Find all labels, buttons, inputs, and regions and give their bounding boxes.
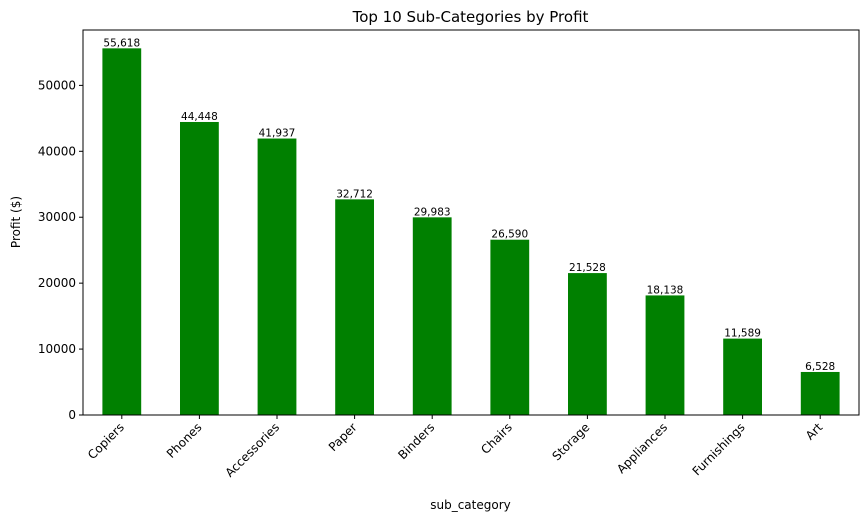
y-tick-label: 10000	[38, 342, 76, 356]
x-tick-label: Art	[803, 420, 826, 443]
x-tick-label: Copiers	[85, 420, 127, 462]
bar-value-label: 41,937	[259, 128, 296, 140]
y-tick-label: 30000	[38, 210, 76, 224]
bar-value-label: 26,590	[491, 229, 528, 241]
x-axis-label: sub_category	[430, 498, 511, 512]
bar-copiers	[102, 48, 142, 415]
plot-frame	[82, 29, 860, 416]
x-tick-label: Accessories	[222, 420, 282, 480]
x-tick-label: Furnishings	[690, 420, 748, 478]
value-labels-group: 55,618 44,448 41,937 32,712 29,983 26,590 21,5…	[103, 37, 835, 373]
bar-storage	[568, 273, 607, 415]
bar-value-label: 29,983	[414, 206, 451, 218]
bar-accessories	[257, 138, 297, 415]
x-axis: Copiers Phones Accessories Paper Binders Chai…	[85, 415, 826, 480]
y-axis-label: Profit ($)	[9, 196, 23, 248]
y-axis: 0 10000 20000 30000 40000 50000	[38, 78, 83, 422]
bar-value-label: 6,528	[805, 361, 835, 373]
x-tick-label: Paper	[326, 420, 360, 454]
bar-appliances	[645, 295, 685, 415]
y-tick-label: 0	[68, 408, 76, 422]
bar-value-label: 32,712	[336, 188, 373, 200]
bar-value-label: 55,618	[103, 37, 140, 49]
bar-phones	[180, 121, 219, 415]
x-tick-label: Binders	[395, 420, 437, 462]
bar-binders	[412, 217, 452, 415]
x-tick-label: Appliances	[614, 420, 670, 476]
chart-title: Top 10 Sub-Categories by Profit	[352, 8, 589, 26]
bar-furnishings	[723, 338, 762, 415]
bar-art	[800, 371, 840, 415]
x-tick-label: Phones	[164, 420, 205, 461]
bar-chairs	[490, 239, 530, 415]
bar-paper	[335, 199, 374, 415]
y-tick-label: 20000	[38, 276, 76, 290]
x-tick-label: Chairs	[478, 420, 515, 457]
y-tick-label: 40000	[38, 144, 76, 158]
bar-value-label: 21,528	[569, 262, 606, 274]
bars-group	[102, 48, 840, 415]
y-tick-label: 50000	[38, 78, 76, 92]
bar-value-label: 44,448	[181, 111, 218, 123]
bar-value-label: 18,138	[647, 284, 684, 296]
bar-value-label: 11,589	[724, 328, 761, 340]
x-tick-label: Storage	[549, 420, 592, 463]
